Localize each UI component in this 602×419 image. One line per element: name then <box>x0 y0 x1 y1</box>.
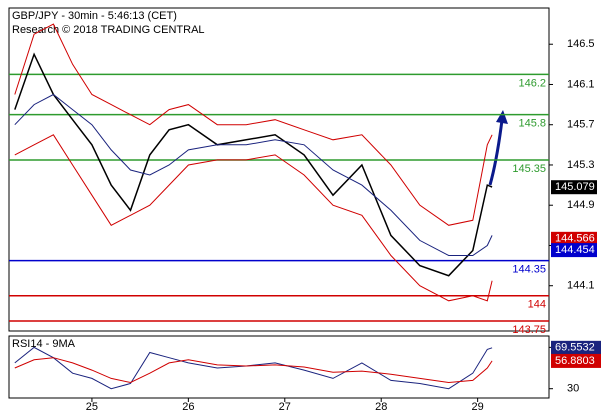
price-frame <box>8 7 550 332</box>
level-label: 144.35 <box>512 263 546 275</box>
rsi-tag-label: 69.5532 <box>555 342 595 354</box>
rsi-frame <box>8 335 550 399</box>
x-tick-label: 26 <box>182 401 194 413</box>
rsi-line <box>14 346 493 390</box>
price-tag <box>551 231 597 246</box>
rsi-title: RSI14 - 9MA <box>12 338 76 350</box>
rsi-tag <box>551 340 601 355</box>
projection-arrow-head <box>496 110 508 124</box>
price-tag-label: 144.566 <box>555 233 595 245</box>
level-label: 145.8 <box>518 118 546 130</box>
y-tick-label: 146.5 <box>567 38 595 50</box>
y-tick-label: 144.1 <box>567 280 595 292</box>
price-tag-label: 145.079 <box>555 181 595 193</box>
rsi-tick-label: 30 <box>567 383 579 395</box>
y-tick-label: 145.3 <box>567 159 595 171</box>
price-line <box>14 93 493 256</box>
price-line <box>14 23 493 226</box>
chart-title: GBP/JPY - 30min - 5:46:13 (CET) <box>12 10 177 22</box>
y-tick-label: 145.7 <box>567 119 595 131</box>
x-tick-label: 25 <box>86 401 98 413</box>
rsi-tag-label: 56.8803 <box>555 355 595 367</box>
y-tick-label: 144.9 <box>567 199 595 211</box>
price-line <box>14 52 493 277</box>
price-tag <box>551 243 597 258</box>
y-tick-label: 146.1 <box>567 78 595 90</box>
x-tick-label: 29 <box>472 401 484 413</box>
level-label: 144 <box>528 299 546 311</box>
price-tag <box>551 180 597 195</box>
chart-subtitle: Research © 2018 TRADING CENTRAL <box>12 24 205 36</box>
rsi-line <box>14 357 493 384</box>
x-tick-label: 27 <box>279 401 291 413</box>
level-label: 146.2 <box>518 77 546 89</box>
price-tag-label: 144.454 <box>555 244 595 256</box>
level-label: 145.35 <box>512 163 546 175</box>
rsi-tag <box>551 353 601 368</box>
projection-arrow <box>488 119 504 186</box>
level-label: 143.75 <box>512 324 546 336</box>
x-tick-label: 28 <box>375 401 387 413</box>
price-line <box>14 134 493 302</box>
